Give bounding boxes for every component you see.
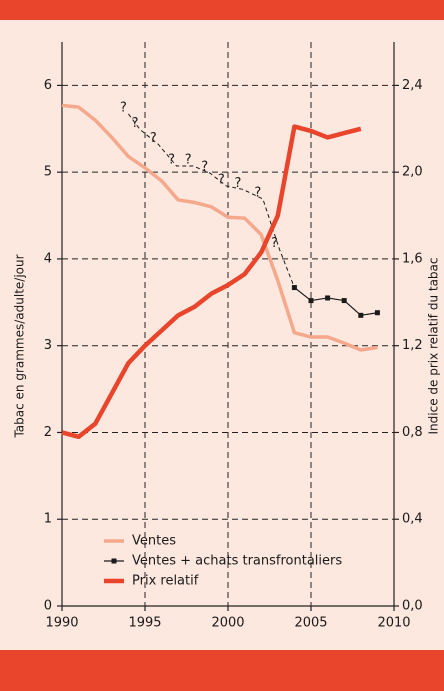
x-tick-label: 2005 (294, 616, 327, 631)
y-tick-label: 3 (44, 338, 52, 353)
estimate-link (128, 113, 295, 288)
series-marker (374, 310, 380, 316)
annotation: ? (235, 176, 242, 191)
y-tick-label: 4 (44, 251, 52, 266)
y2-tick-label: 2,4 (402, 78, 423, 93)
annotation: ? (168, 153, 175, 168)
legend-marker (111, 558, 117, 564)
y-axis-label: Tabac en grammes/adulte/jour (13, 254, 27, 438)
top-band (0, 0, 444, 20)
legend-label: Prix relatif (132, 574, 199, 589)
series-line (61, 124, 362, 440)
y2-tick-label: 2,0 (402, 165, 423, 180)
annotation: ? (120, 100, 127, 115)
y2-tick-label: 1,2 (402, 338, 423, 353)
series-marker (358, 312, 364, 318)
bottom-band (0, 650, 444, 691)
y-tick-label: 2 (44, 425, 52, 440)
series-line (61, 103, 378, 352)
x-tick-label: 2010 (377, 616, 410, 631)
series-marker (308, 298, 314, 304)
legend-label: Ventes + achats transfrontaliers (132, 554, 342, 569)
y2-axis-label: Indice de prix relatif du tabac (427, 258, 441, 435)
y-tick-label: 0 (44, 599, 52, 614)
y2-tick-label: 0,0 (402, 599, 423, 614)
x-tick-label: 1990 (45, 616, 78, 631)
y-tick-label: 6 (44, 78, 52, 93)
annotation: ? (150, 131, 157, 146)
x-tick-label: 1995 (128, 616, 161, 631)
y-tick-label: 5 (44, 165, 52, 180)
annotation: ? (254, 185, 261, 200)
annotation: ? (271, 236, 278, 251)
series-line (294, 287, 378, 316)
y2-tick-label: 1,6 (402, 251, 423, 266)
annotation: ? (132, 116, 139, 131)
annotation: ? (185, 153, 192, 168)
x-tick-label: 2000 (211, 616, 244, 631)
annotation: ? (218, 172, 225, 187)
series-marker (325, 295, 331, 301)
y2-tick-label: 0,4 (402, 512, 423, 527)
legend-label: Ventes (132, 534, 176, 549)
y-tick-label: 1 (44, 512, 52, 527)
y2-tick-label: 0,8 (402, 425, 423, 440)
series-marker (341, 298, 347, 304)
annotation: ? (201, 159, 208, 174)
series-marker (291, 285, 297, 291)
